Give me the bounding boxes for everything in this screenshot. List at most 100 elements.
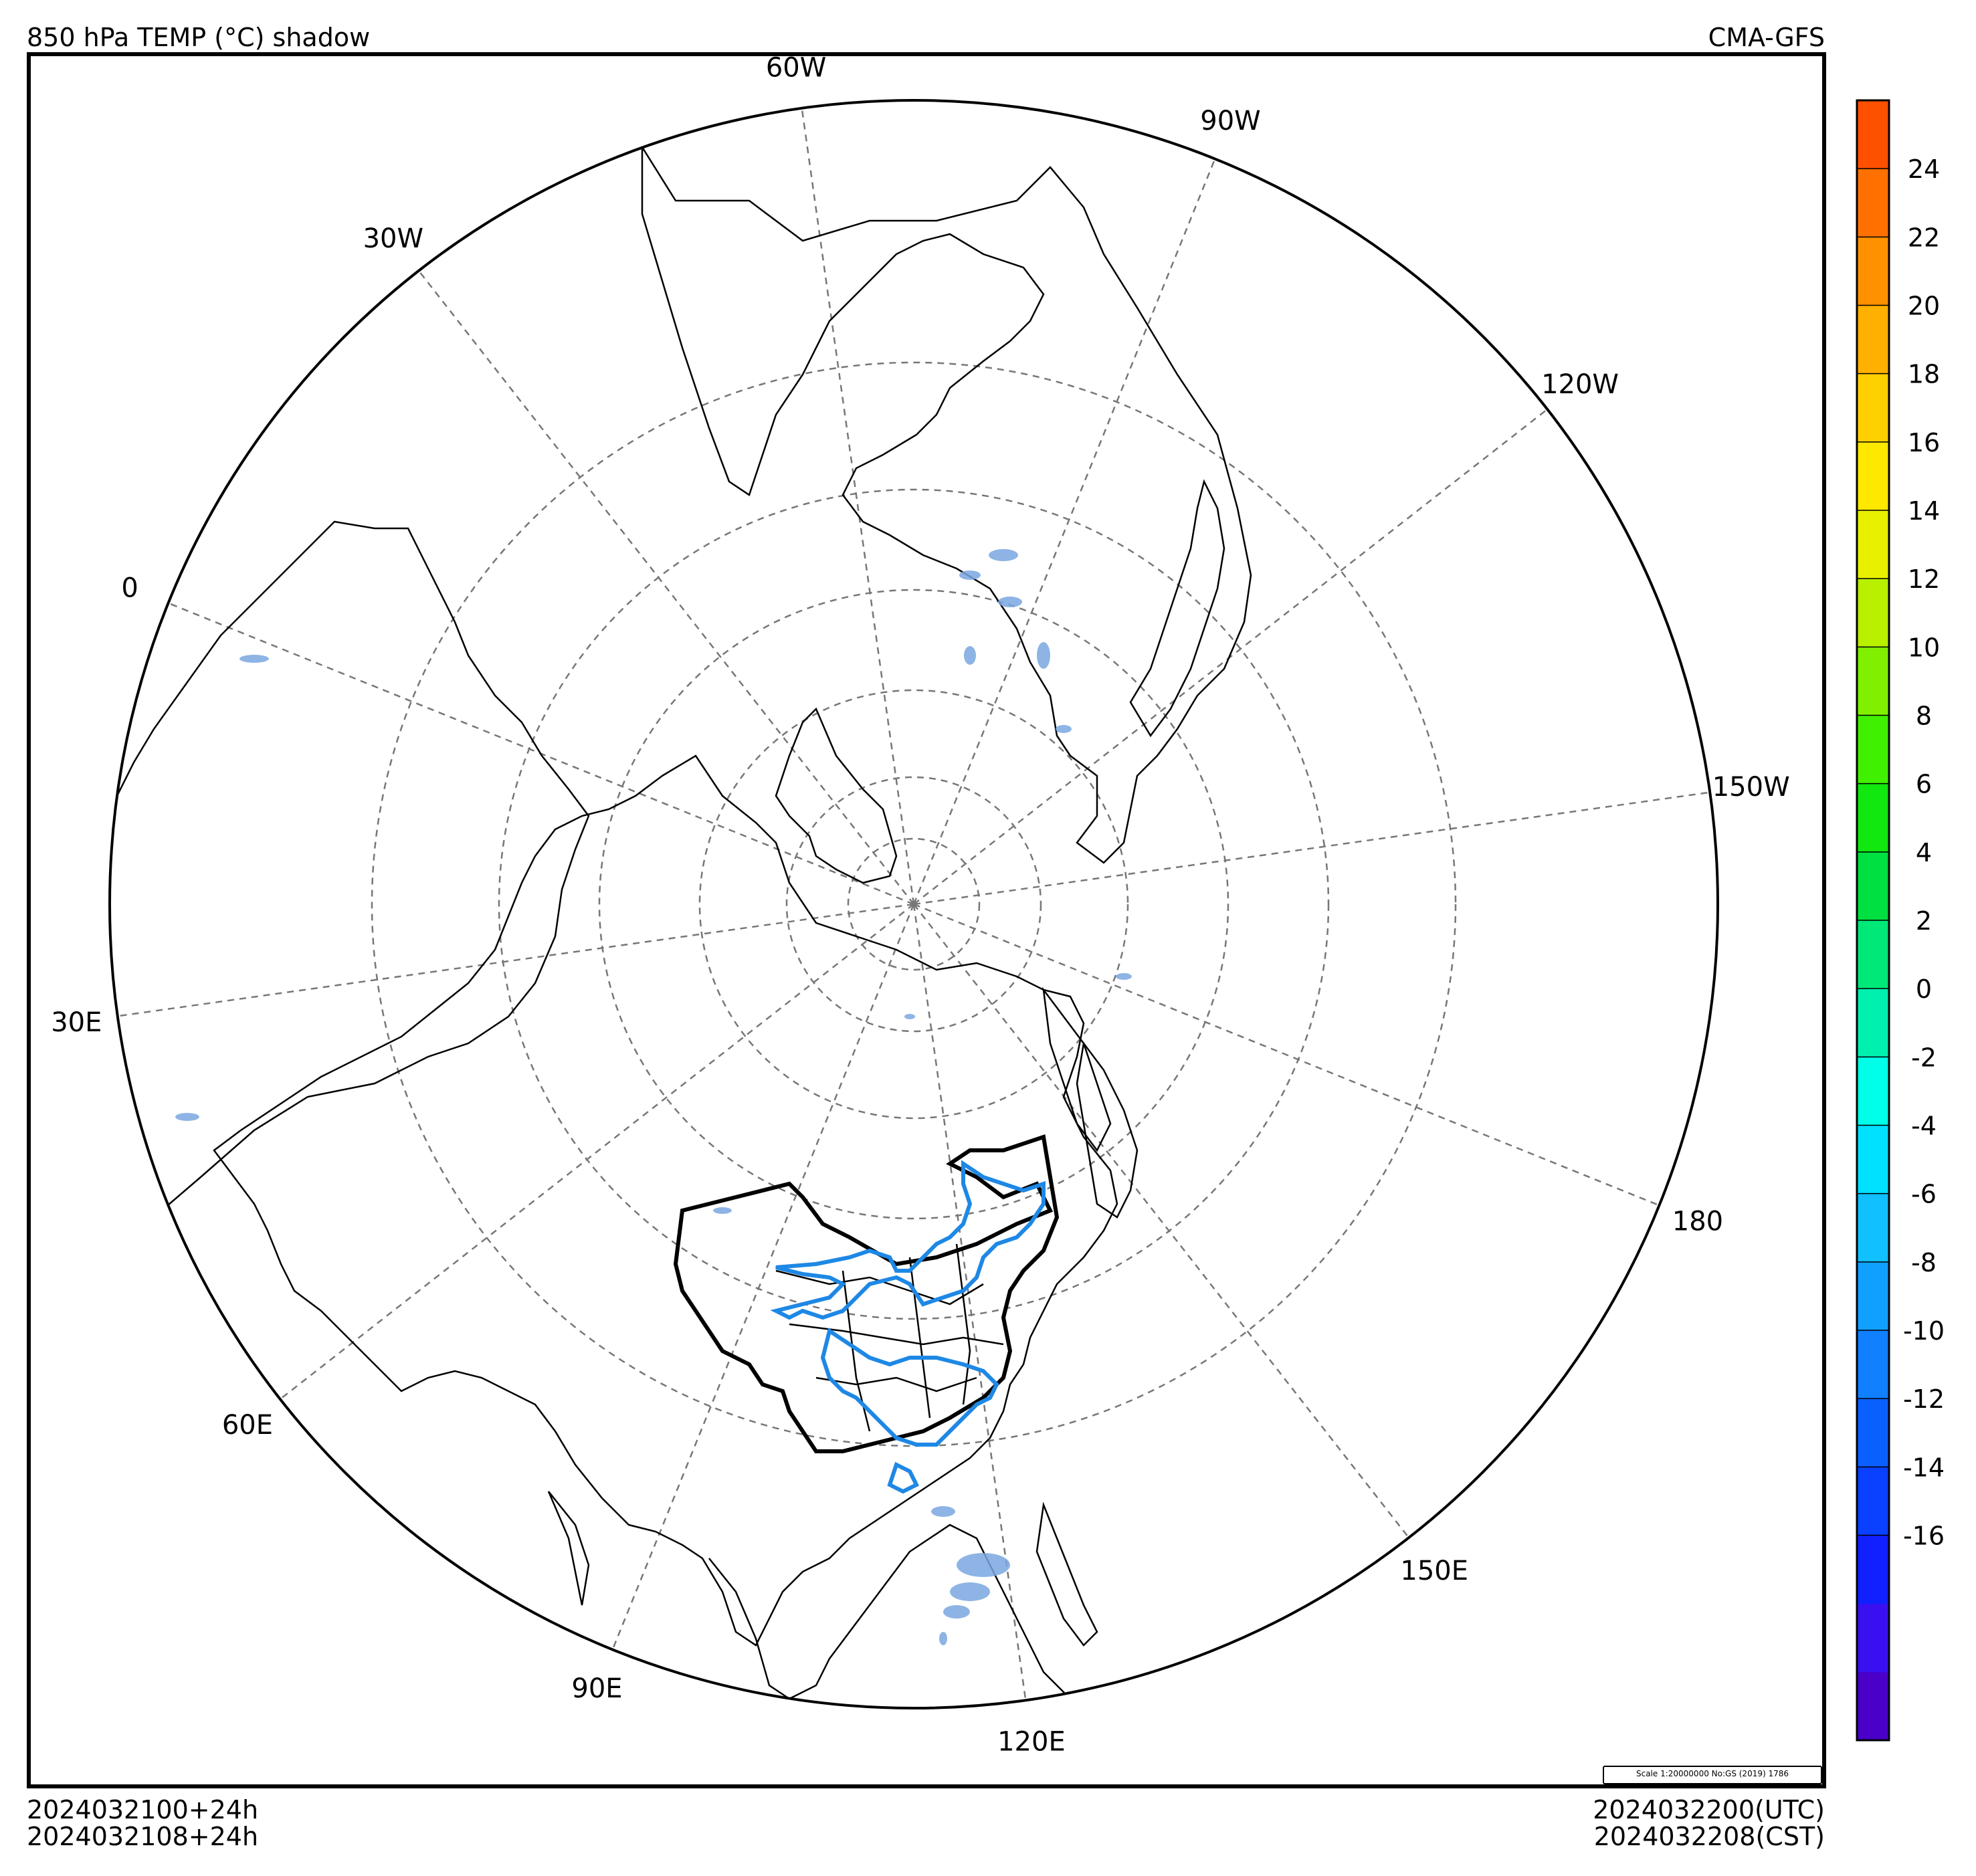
meridian-line [913, 791, 1710, 906]
colorbar-tick-label: 10 [1908, 633, 1940, 662]
colorbar-tick-label: -10 [1903, 1316, 1945, 1346]
colorbar-segment [1857, 851, 1889, 921]
meridian-line [913, 904, 1410, 1538]
meridian-line [801, 108, 915, 905]
latitude-circle [785, 776, 1042, 1033]
colorbar-segment [1857, 305, 1889, 375]
meridian-label-60w: 60W [766, 52, 826, 83]
colorbar-segment [1857, 1261, 1889, 1331]
colorbar-tick-label: -16 [1903, 1522, 1945, 1551]
colorbar-segment [1857, 237, 1889, 306]
eurasia-coast [213, 754, 1118, 1647]
map-disk-boundary [108, 99, 1719, 1709]
europe-africa-coast [110, 520, 590, 1219]
colorbar-tick-label: 12 [1908, 564, 1940, 594]
colorbar-tick-label: 18 [1908, 360, 1940, 389]
colorbar-tick-label: 16 [1908, 428, 1940, 457]
colorbar-segment [1857, 1193, 1889, 1263]
colorbar-tick-label: 24 [1908, 154, 1940, 184]
kamchatka-coast [1042, 986, 1112, 1152]
meridian-line [117, 903, 914, 1017]
greenland-coast [775, 707, 898, 884]
colorbar-segment [1857, 1535, 1889, 1604]
colorbar-tick-label: -8 [1911, 1248, 1937, 1277]
colorbar-segment [1857, 1330, 1889, 1399]
colorbar-tick-label: -14 [1903, 1453, 1945, 1482]
latitude-circle [698, 689, 1129, 1120]
colorbar-segment [1857, 988, 1889, 1057]
meridian-line [912, 159, 1216, 905]
latitude-circle [371, 361, 1457, 1447]
colorbar-tick-label: 14 [1908, 496, 1940, 526]
philippines-coast [1035, 1501, 1098, 1647]
colorbar-segment [1857, 1603, 1889, 1673]
meridian-label-90e: 90E [571, 1673, 622, 1704]
latitude-circle [847, 837, 981, 971]
colorbar-segment [1857, 1467, 1889, 1536]
north-america-coast [641, 144, 1252, 864]
init-run-cst-label: 2024032108+24h [27, 1822, 259, 1851]
meridian-label-90w: 90W [1200, 106, 1260, 136]
colorbar-tick-label: -4 [1911, 1112, 1937, 1141]
colorbar-segment [1857, 100, 1889, 169]
colorbar-segment [1857, 373, 1889, 443]
meridian-line [611, 904, 915, 1650]
meridian-line [913, 903, 1660, 1207]
colorbar-tick-label: 22 [1908, 223, 1940, 252]
meridian-label-0: 0 [121, 572, 138, 603]
meridian-label-120w: 120W [1541, 369, 1619, 400]
map-title: 850 hPa TEMP (°C) shadow [27, 23, 371, 52]
china-border [673, 1134, 1060, 1453]
japan-coast [1076, 1041, 1139, 1219]
meridian-label-150e: 150E [1400, 1556, 1468, 1586]
colorbar-segment [1857, 1125, 1889, 1194]
latitude-circle [498, 488, 1330, 1320]
meridian-label-180: 180 [1672, 1207, 1723, 1237]
colorbar-segment [1857, 715, 1889, 785]
temperature-shading [175, 549, 1132, 1645]
colorbar-tick-label: 2 [1916, 906, 1932, 936]
colorbar-segment [1857, 510, 1889, 579]
model-name: CMA-GFS [1708, 23, 1825, 52]
meridian-label-30w: 30W [363, 223, 423, 254]
init-run-label: 2024032100+24h [27, 1795, 259, 1825]
meridian-line [280, 904, 914, 1400]
colorbar-segment [1857, 647, 1889, 716]
colorbar-segment [1857, 1398, 1889, 1467]
colorbar-segment [1857, 441, 1889, 511]
south-asia-coast [547, 1491, 1071, 1700]
meridian-label-30e: 30E [51, 1007, 102, 1038]
colorbar-tick-label: 4 [1916, 838, 1932, 867]
colorbar-segment [1857, 579, 1889, 647]
colorbar-tick-label: 0 [1916, 974, 1932, 1004]
colorbar-segment [1857, 169, 1889, 237]
meridian-line [912, 904, 1027, 1701]
scale-note: Scale 1:20000000 No:GS (2019) 1786 [1603, 1766, 1822, 1784]
graticule [117, 108, 1710, 1701]
colorbar: 242220181614121086420-2-4-6-8-10-12-14-1… [1856, 99, 1945, 1742]
colorbar-tick-label: 6 [1916, 770, 1932, 799]
colorbar-segment [1857, 783, 1889, 853]
meridian-line [417, 270, 914, 905]
meridian-label-150w: 150W [1712, 772, 1790, 803]
map-frame [27, 52, 1826, 1788]
meridian-label-60e: 60E [222, 1410, 273, 1441]
colorbar-segment [1857, 1057, 1889, 1126]
alaska-coast [1129, 479, 1225, 738]
china-province-lines [775, 1243, 1004, 1432]
colorbar-tick-label: -2 [1911, 1043, 1937, 1072]
meridian-labels: 60W 90W 30W 120W 0 150W 30E 180 60E 150E 90E 120E [51, 52, 1789, 1757]
meridian-label-120e: 120E [997, 1727, 1066, 1758]
coastlines [110, 144, 1252, 1700]
temperature-contour [770, 1160, 1046, 1494]
colorbar-tick-label: -6 [1911, 1180, 1937, 1209]
colorbar-tick-label: 20 [1908, 292, 1940, 321]
colorbar-segment [1857, 920, 1889, 989]
valid-utc-label: 2024032200(UTC) [1593, 1795, 1825, 1825]
colorbar-segment [1857, 1671, 1889, 1741]
latitude-circle [598, 589, 1229, 1220]
meridian-line [913, 408, 1548, 905]
colorbar-tick-label: -12 [1903, 1384, 1945, 1414]
valid-cst-label: 2024032208(CST) [1593, 1822, 1825, 1851]
